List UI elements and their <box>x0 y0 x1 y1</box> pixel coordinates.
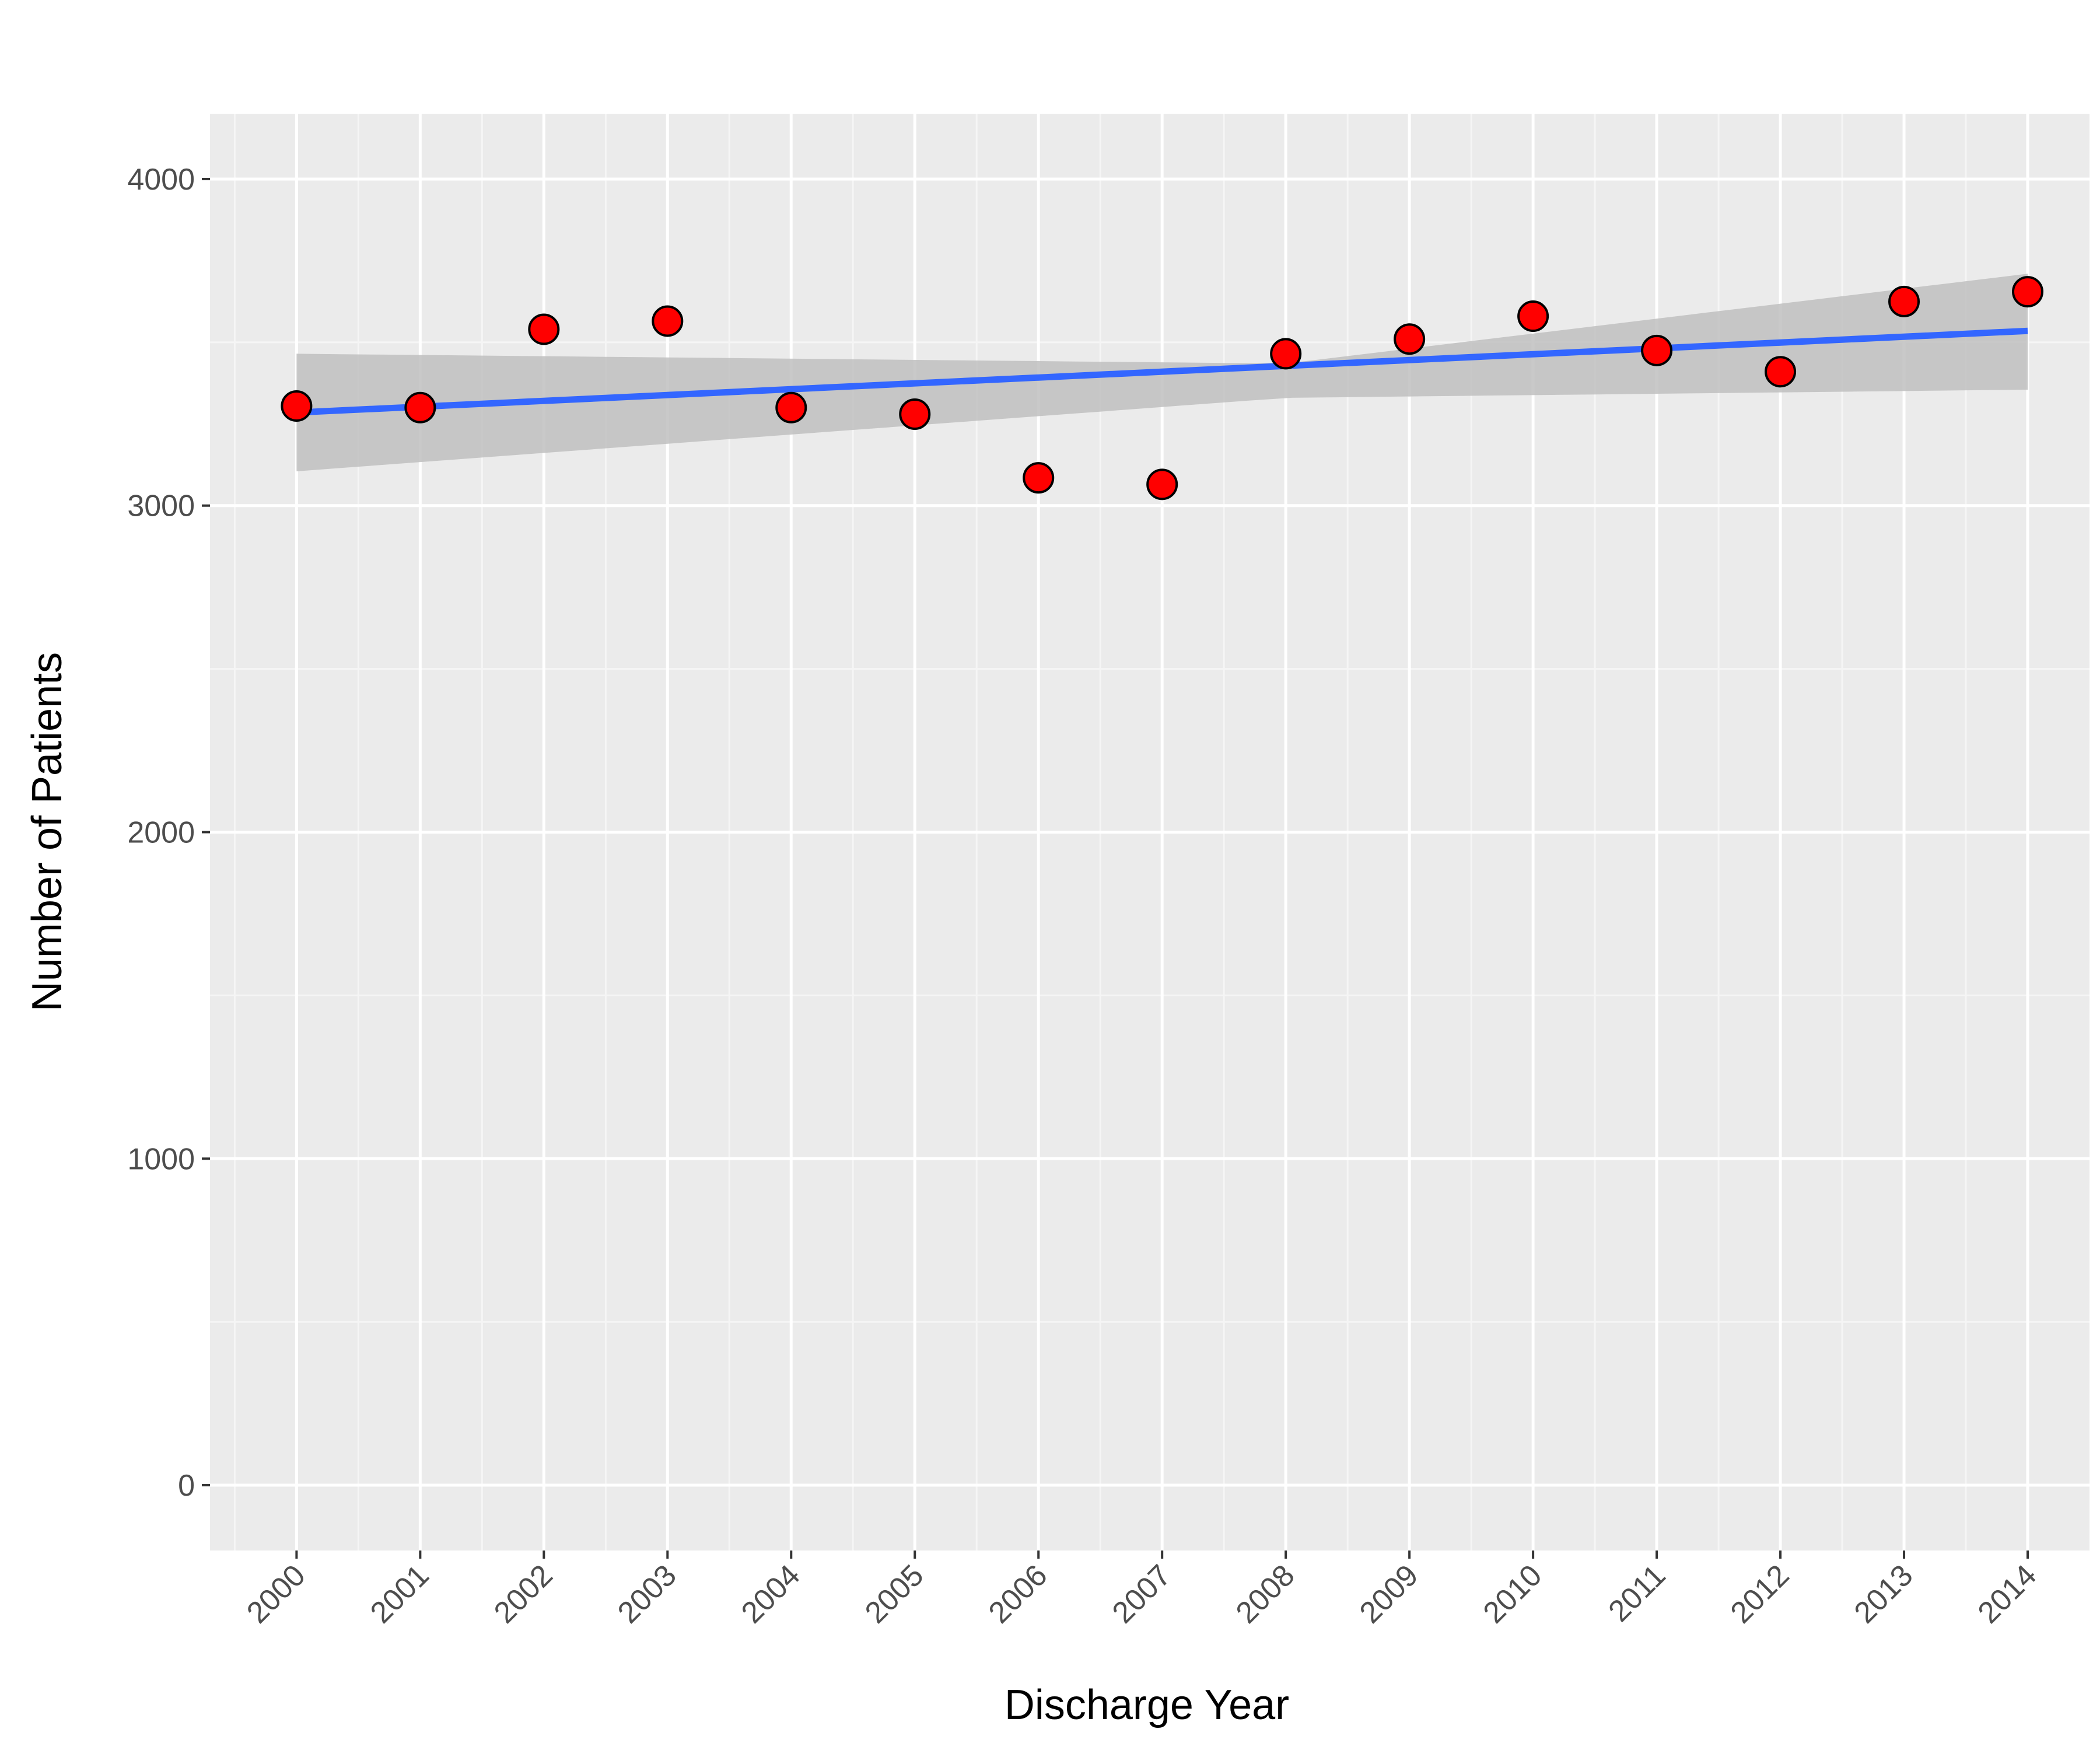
fit-line <box>296 327 2028 416</box>
data-point <box>899 398 931 430</box>
y-tick-label: 4000 <box>127 163 195 197</box>
x-tick-label: 2014 <box>1972 1558 2043 1630</box>
data-point <box>1270 338 1302 370</box>
x-tick-label: 2006 <box>982 1558 1054 1630</box>
y-axis-title: Number of Patients <box>24 652 71 1012</box>
data-point <box>2012 276 2044 308</box>
data-point <box>1888 285 1920 317</box>
x-tick-label: 2012 <box>1724 1558 1796 1630</box>
data-point <box>652 305 684 337</box>
data-point <box>1641 334 1673 366</box>
data-point <box>1023 462 1055 494</box>
y-axis: 0 1000 2000 3000 4000 <box>127 163 210 1503</box>
x-tick-label: 2010 <box>1477 1558 1549 1630</box>
data-point <box>1517 300 1549 332</box>
x-tick-label: 2007 <box>1106 1558 1178 1630</box>
data-point <box>775 391 807 424</box>
y-tick-label: 1000 <box>127 1142 195 1176</box>
x-tick-label: 2011 <box>1602 1558 1672 1628</box>
x-axis: 2000 2001 2002 2003 2004 2005 2006 2007 2008 2009… <box>240 1550 2043 1630</box>
data-points-layer <box>281 276 2044 501</box>
data-point <box>404 391 436 424</box>
x-tick-label: 2009 <box>1353 1558 1425 1630</box>
y-tick-label: 2000 <box>127 816 195 850</box>
data-point <box>281 390 313 422</box>
x-axis-title: Discharge Year <box>1005 1682 1289 1728</box>
data-point <box>1765 356 1797 388</box>
data-point <box>1146 468 1178 501</box>
fit-line-layer <box>296 327 2028 416</box>
y-tick-label: 0 <box>178 1469 195 1503</box>
data-point <box>1394 323 1426 355</box>
data-point <box>528 313 560 345</box>
x-tick-label: 2000 <box>240 1558 312 1630</box>
x-tick-label: 2008 <box>1230 1558 1301 1630</box>
x-tick-label: 2004 <box>735 1558 807 1630</box>
x-tick-label: 2002 <box>488 1558 559 1630</box>
x-tick-label: 2003 <box>611 1558 683 1630</box>
x-tick-label: 2005 <box>859 1558 930 1630</box>
x-tick-label: 2013 <box>1848 1558 1920 1630</box>
y-tick-label: 3000 <box>127 489 195 523</box>
x-tick-label: 2001 <box>364 1558 436 1630</box>
